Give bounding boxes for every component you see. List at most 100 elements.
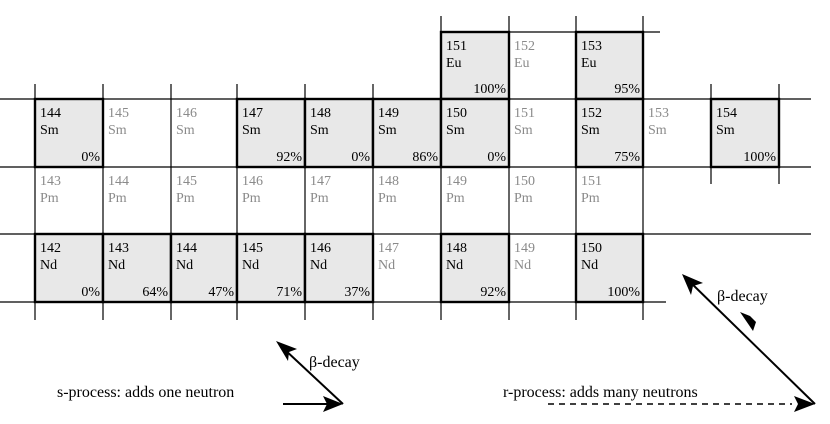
mass-number: 150 (581, 241, 602, 256)
mass-number: 148 (310, 106, 331, 121)
nuclide-cell-nd-146: 146 Nd 37% (303, 232, 375, 304)
element-symbol: Nd (40, 258, 57, 273)
nuclide-cell-sm-146: 146 Sm (176, 106, 197, 138)
mass-number: 144 (108, 174, 129, 189)
nuclide-cell-eu-153: 153 Eu 95% (574, 30, 645, 101)
element-symbol: Sm (514, 123, 533, 138)
mass-number: 150 (446, 106, 467, 121)
mass-number: 153 (581, 39, 602, 54)
mass-number: 146 (242, 174, 263, 189)
nuclide-cell-nd-144: 144 Nd 47% (169, 232, 239, 304)
nuclide-cell-eu-151: 151 Eu 100% (439, 30, 511, 101)
element-symbol: Pm (310, 191, 329, 206)
element-symbol: Sm (648, 123, 667, 138)
s-beta-arrowhead (276, 341, 297, 361)
element-symbol: Nd (446, 258, 463, 273)
element-symbol: Nd (581, 258, 598, 273)
element-symbol: Eu (581, 56, 597, 71)
stable-cell-fill (103, 234, 171, 302)
mass-number: 149 (514, 241, 535, 256)
stable-cell-fill (35, 99, 103, 167)
mass-number: 145 (242, 241, 263, 256)
s-neutron-arrowhead (323, 396, 343, 412)
mass-number: 146 (310, 241, 331, 256)
nuclide-cell-eu-152: 152 Eu (514, 39, 535, 71)
stable-cell-fill (576, 234, 643, 302)
element-symbol: Sm (108, 123, 127, 138)
nuclide-cell-pm-145: 145 Pm (176, 174, 197, 206)
element-symbol: Pm (581, 191, 600, 206)
abundance-percent: 47% (208, 285, 234, 300)
nuclide-cell-pm-148: 148 Pm (378, 174, 399, 206)
stable-cell-fill (576, 32, 643, 99)
abundance-percent: 100% (473, 82, 506, 97)
element-symbol: Pm (514, 191, 533, 206)
abundance-percent: 0% (487, 150, 506, 165)
stable-cell-border (574, 232, 645, 304)
mass-number: 149 (446, 174, 467, 189)
mass-number: 154 (716, 106, 737, 121)
stable-cell-border (574, 97, 645, 169)
stable-cell-fill (441, 234, 509, 302)
r-beta-arrowhead-top (682, 274, 703, 295)
abundance-percent: 0% (351, 150, 370, 165)
abundance-percent: 75% (614, 150, 640, 165)
stable-cell-fill (305, 99, 373, 167)
element-symbol: Pm (108, 191, 127, 206)
nuclide-cell-sm-152: 152 Sm 75% (574, 97, 645, 169)
s-process-beta-label: β-decay (309, 354, 360, 371)
element-symbol: Pm (176, 191, 195, 206)
mass-number: 143 (108, 241, 129, 256)
stable-cell-fill (373, 99, 441, 167)
stable-cell-fill (711, 99, 779, 167)
element-symbol: Pm (242, 191, 261, 206)
stable-cell-fill (35, 234, 103, 302)
nuclide-cell-sm-153: 153 Sm (648, 106, 669, 138)
nuclide-cell-pm-147: 147 Pm (310, 174, 331, 206)
nuclide-cell-pm-149: 149 Pm (446, 174, 467, 206)
nuclide-cell-pm-143: 143 Pm (40, 174, 61, 206)
stable-cell-fill (576, 99, 643, 167)
abundance-percent: 37% (344, 285, 370, 300)
stable-cell-fill (305, 234, 373, 302)
nuclide-cells: 151Eu100%152Eu153Eu95%144Sm0%145Sm146Sm1… (33, 30, 781, 304)
nuclide-cell-sm-148: 148 Sm 0% (303, 97, 375, 169)
s-process-caption: s-process: adds one neutron (57, 384, 234, 401)
mass-number: 146 (176, 106, 197, 121)
r-beta-arrowhead-mid (740, 312, 756, 331)
nuclide-cell-pm-146: 146 Pm (242, 174, 263, 206)
stable-cell-fill (171, 234, 237, 302)
abundance-percent: 92% (276, 150, 302, 165)
abundance-percent: 100% (743, 150, 776, 165)
mass-number: 151 (446, 39, 467, 54)
mass-number: 147 (378, 241, 399, 256)
r-neutron-arrowhead (794, 396, 815, 412)
nuclide-cell-sm-154: 154 Sm 100% (709, 97, 781, 169)
r-process-caption: r-process: adds many neutrons (503, 384, 698, 401)
mass-number: 143 (40, 174, 61, 189)
nuclide-cell-sm-145: 145 Sm (108, 106, 129, 138)
abundance-percent: 95% (614, 82, 640, 97)
element-symbol: Nd (242, 258, 259, 273)
nuclide-cell-nd-150: 150 Nd 100% (574, 232, 645, 304)
nuclide-cell-sm-151: 151 Sm (514, 106, 535, 138)
element-symbol: Pm (378, 191, 397, 206)
abundance-percent: 86% (412, 150, 438, 165)
element-symbol: Eu (446, 56, 462, 71)
element-symbol: Nd (310, 258, 327, 273)
abundance-percent: 100% (607, 285, 640, 300)
element-symbol: Sm (40, 123, 59, 138)
element-symbol: Nd (514, 258, 531, 273)
abundance-percent: 71% (276, 285, 302, 300)
element-symbol: Sm (581, 123, 600, 138)
nuclide-cell-nd-142: 142 Nd 0% (33, 232, 105, 304)
mass-number: 151 (514, 106, 535, 121)
stable-cell-fill (441, 99, 509, 167)
element-symbol: Sm (242, 123, 261, 138)
mass-number: 147 (310, 174, 331, 189)
nuclide-cell-pm-144: 144 Pm (108, 174, 129, 206)
element-symbol: Eu (514, 56, 530, 71)
element-symbol: Nd (378, 258, 395, 273)
abundance-percent: 0% (81, 285, 100, 300)
